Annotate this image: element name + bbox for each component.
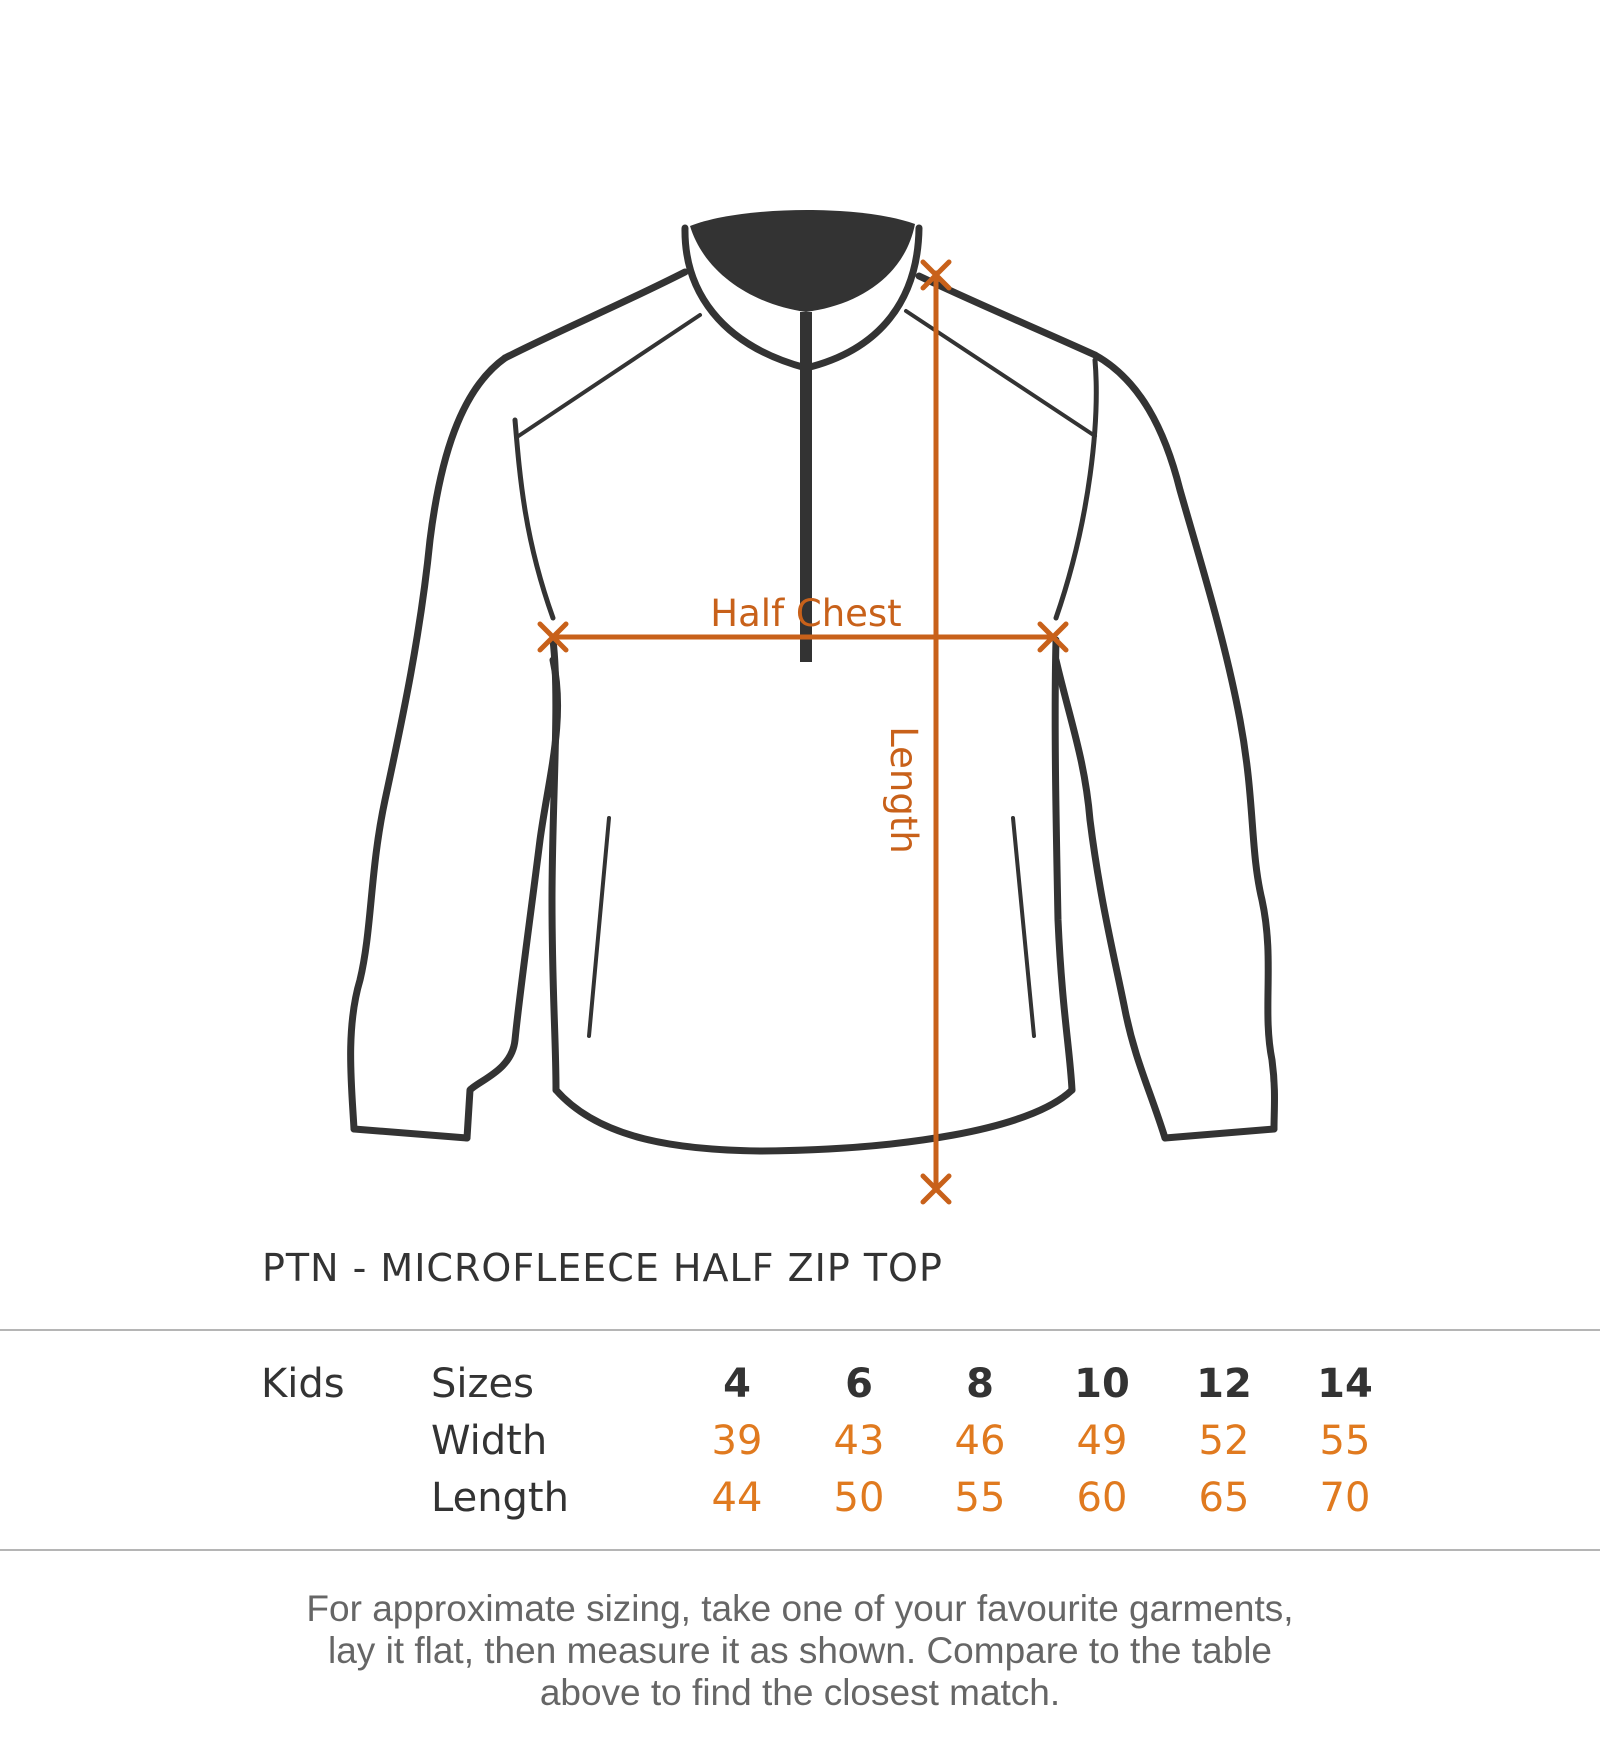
note-line: For approximate sizing, take one of your… <box>306 1588 1294 1629</box>
note-line: lay it flat, then measure it as shown. C… <box>328 1630 1272 1671</box>
measure-lines <box>537 259 1069 1205</box>
jacket-diagram: Half Chest Length <box>347 209 1278 1205</box>
jacket-outline <box>347 224 1278 1155</box>
half-chest-label: Half Chest <box>710 592 901 635</box>
sizes-cell: 8 <box>966 1361 994 1407</box>
length-cell: 50 <box>833 1475 885 1521</box>
length-label: Length <box>882 726 925 854</box>
half-chest-right-mark <box>1037 621 1069 653</box>
note-line: above to find the closest match. <box>539 1672 1061 1713</box>
sizes-cell: 6 <box>845 1361 873 1407</box>
width-cell: 46 <box>954 1418 1006 1464</box>
half-chest-left-mark <box>537 621 569 653</box>
length-cell: 70 <box>1319 1475 1371 1521</box>
row-label-width: Width <box>431 1418 548 1464</box>
sizes-cell: 10 <box>1074 1361 1130 1407</box>
divider-top <box>0 1329 1600 1331</box>
group-label: Kids <box>261 1361 345 1407</box>
row-label-sizes: Sizes <box>431 1361 534 1407</box>
width-cell: 39 <box>711 1418 763 1464</box>
length-cell: 44 <box>711 1475 763 1521</box>
length-cell: 55 <box>954 1475 1006 1521</box>
width-cell: 43 <box>833 1418 885 1464</box>
product-title: PTN - MICROFLEECE HALF ZIP TOP <box>262 1246 943 1290</box>
sizes-cell: 12 <box>1196 1361 1252 1407</box>
collar-inner <box>690 209 915 312</box>
length-bottom-mark <box>920 1173 952 1205</box>
width-cell: 49 <box>1076 1418 1128 1464</box>
width-cell: 52 <box>1198 1418 1250 1464</box>
divider-bottom <box>0 1549 1600 1551</box>
sizes-cell: 4 <box>723 1361 751 1407</box>
length-top-mark <box>920 259 952 291</box>
row-label-length: Length <box>431 1475 569 1521</box>
sizes-cell: 14 <box>1317 1361 1373 1407</box>
length-cell: 65 <box>1198 1475 1250 1521</box>
width-cell: 55 <box>1319 1418 1371 1464</box>
length-cell: 60 <box>1076 1475 1128 1521</box>
zipper <box>800 312 812 662</box>
sizing-note: For approximate sizing, take one of your… <box>0 1588 1600 1714</box>
